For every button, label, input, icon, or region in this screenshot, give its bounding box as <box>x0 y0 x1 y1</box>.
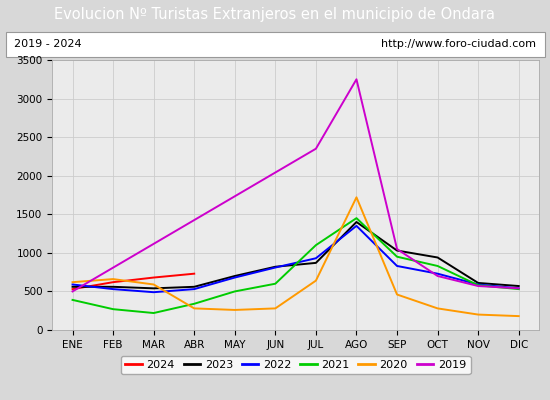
Line: 2024: 2024 <box>73 274 194 289</box>
2019 <box>312 146 319 151</box>
2023 <box>191 284 197 289</box>
2019 <box>69 289 76 294</box>
2020 <box>272 306 279 311</box>
2023 <box>353 220 360 224</box>
Legend: 2024, 2023, 2022, 2021, 2020, 2019: 2024, 2023, 2022, 2021, 2020, 2019 <box>121 356 470 374</box>
2023 <box>232 274 238 278</box>
Text: 2019 - 2024: 2019 - 2024 <box>14 39 81 49</box>
2022 <box>232 275 238 280</box>
2019 <box>353 77 360 82</box>
2020 <box>475 312 481 317</box>
2021 <box>232 289 238 294</box>
2021 <box>110 307 117 312</box>
2021 <box>312 243 319 248</box>
2022 <box>272 265 279 270</box>
2022 <box>191 287 197 292</box>
2023 <box>515 284 522 288</box>
2023 <box>312 260 319 265</box>
2020 <box>515 314 522 318</box>
2023 <box>110 284 117 289</box>
2020 <box>312 278 319 283</box>
2023 <box>69 284 76 289</box>
2023 <box>394 248 400 253</box>
2022 <box>150 290 157 294</box>
2020 <box>434 306 441 311</box>
Line: 2022: 2022 <box>73 226 519 292</box>
Text: http://www.foro-ciudad.com: http://www.foro-ciudad.com <box>381 39 536 49</box>
2024 <box>191 271 197 276</box>
2020 <box>353 195 360 200</box>
2021 <box>434 264 441 268</box>
2023 <box>150 286 157 291</box>
2019 <box>475 284 481 288</box>
2020 <box>394 292 400 297</box>
2021 <box>353 216 360 220</box>
2021 <box>272 281 279 286</box>
2019 <box>394 246 400 251</box>
2023 <box>434 255 441 260</box>
2024 <box>110 280 117 284</box>
2021 <box>69 298 76 302</box>
Line: 2020: 2020 <box>73 197 519 316</box>
2021 <box>150 311 157 316</box>
2019 <box>515 286 522 291</box>
2020 <box>232 308 238 312</box>
Text: Evolucion Nº Turistas Extranjeros en el municipio de Ondara: Evolucion Nº Turistas Extranjeros en el … <box>54 8 496 22</box>
2022 <box>434 271 441 276</box>
2022 <box>475 282 481 287</box>
Line: 2021: 2021 <box>73 218 519 313</box>
2022 <box>515 286 522 291</box>
2020 <box>110 277 117 282</box>
2022 <box>110 287 117 292</box>
Bar <box>6 32 544 57</box>
2021 <box>475 283 481 288</box>
2020 <box>69 280 76 284</box>
2021 <box>515 287 522 292</box>
2022 <box>353 224 360 228</box>
2021 <box>394 254 400 259</box>
2023 <box>272 264 279 269</box>
2024 <box>69 287 76 292</box>
2022 <box>394 264 400 268</box>
2019 <box>434 274 441 278</box>
Line: 2019: 2019 <box>73 79 519 292</box>
2023 <box>475 280 481 285</box>
2024 <box>150 275 157 280</box>
2021 <box>191 301 197 306</box>
2020 <box>191 306 197 311</box>
Line: 2023: 2023 <box>73 222 519 288</box>
2020 <box>150 282 157 287</box>
2022 <box>69 282 76 287</box>
2022 <box>312 256 319 261</box>
